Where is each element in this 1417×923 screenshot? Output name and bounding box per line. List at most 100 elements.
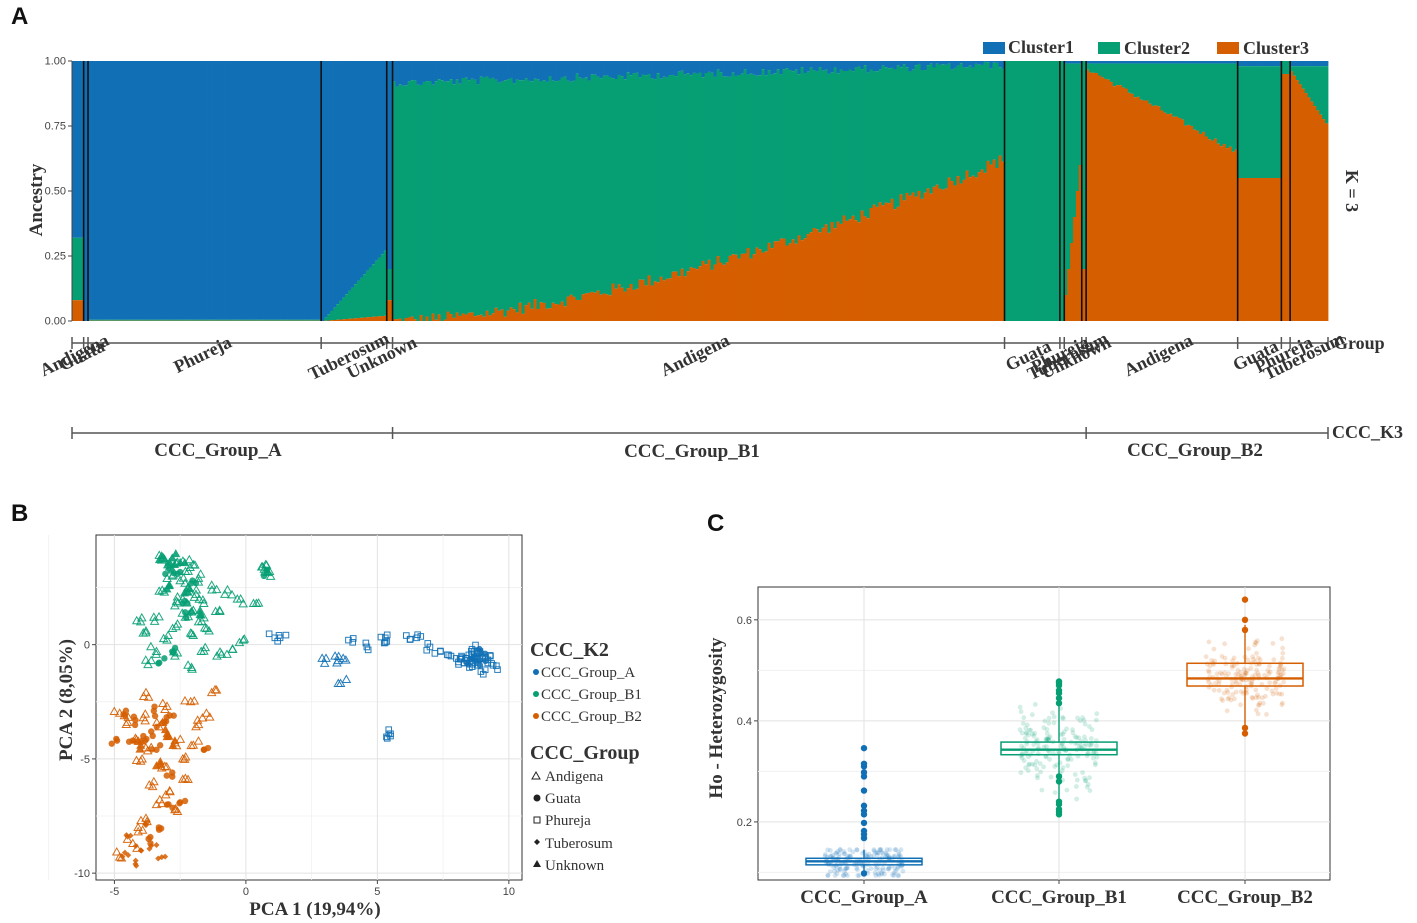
bar-cluster3 <box>887 203 891 321</box>
bar-cluster2 <box>554 81 558 305</box>
bar-cluster1 <box>443 61 447 82</box>
bar-cluster1 <box>947 61 951 64</box>
pca-point-ccc_group_b2-andigena <box>136 815 146 825</box>
bar-cluster3 <box>596 290 600 321</box>
bar-cluster1 <box>321 61 325 321</box>
jitter-point <box>868 866 874 871</box>
bar-cluster3 <box>701 260 705 321</box>
jitter-point <box>1043 754 1049 760</box>
bar-cluster1 <box>572 61 576 81</box>
jitter-point <box>1262 672 1267 678</box>
jitter-point <box>1275 670 1281 676</box>
bar-cluster1 <box>1118 61 1123 64</box>
bar-cluster2 <box>506 79 510 311</box>
pca-point-ccc_group_a-phureja <box>406 636 414 643</box>
bar-cluster2 <box>548 76 552 309</box>
bar-cluster1 <box>1130 61 1135 64</box>
bar-cluster3 <box>1202 131 1206 321</box>
bar-cluster1 <box>803 61 807 74</box>
segment-ccc_group_a-tuberosum <box>321 61 388 321</box>
pca-point-ccc_group_b2-guata <box>125 738 133 745</box>
jitter-point <box>1276 666 1282 672</box>
jitter-point <box>1228 697 1234 703</box>
jitter-point <box>1214 671 1220 677</box>
bar-cluster1 <box>1154 61 1158 64</box>
jitter-point <box>1233 678 1239 684</box>
jitter-point <box>1075 715 1080 721</box>
bar-cluster1 <box>117 61 122 320</box>
bar-cluster3 <box>815 229 819 321</box>
bar-cluster2 <box>1319 66 1323 115</box>
bar-cluster1 <box>1322 61 1326 67</box>
pca-point-ccc_group_b2-andigena <box>177 774 188 783</box>
jitter-point <box>1030 731 1035 737</box>
bar-cluster2 <box>1237 66 1241 178</box>
bar-cluster2 <box>410 80 414 317</box>
jitter-point <box>896 850 901 855</box>
bar-cluster2 <box>77 237 82 301</box>
bar-cluster3 <box>365 317 370 321</box>
jitter-point <box>843 866 849 871</box>
pca-point-ccc_group_b1-andigena <box>204 625 214 635</box>
bar-cluster1 <box>689 61 693 76</box>
bar-cluster1 <box>464 61 468 78</box>
pca-point-ccc_group_a-phureja <box>417 633 425 640</box>
outlier-point <box>860 769 868 776</box>
bar-cluster3 <box>533 299 537 321</box>
bar-cluster1 <box>392 61 396 82</box>
bar-cluster2 <box>386 269 391 301</box>
bar-cluster2 <box>491 77 495 314</box>
bar-cluster1 <box>617 61 621 75</box>
bar-cluster2 <box>464 77 468 315</box>
jitter-point <box>1032 730 1038 736</box>
bar-cluster2 <box>159 319 164 321</box>
bar-cluster1 <box>189 61 194 320</box>
jitter-point <box>838 847 843 853</box>
jitter-point <box>1058 743 1064 749</box>
bar-cluster2 <box>1148 63 1152 104</box>
bar-cluster3 <box>623 291 627 321</box>
pca-point-ccc_group_b1-unknown <box>165 557 175 566</box>
bar-cluster3 <box>333 320 337 321</box>
bar-cluster1 <box>416 61 420 85</box>
bar-cluster3 <box>1237 178 1241 321</box>
bar-cluster2 <box>1019 61 1024 321</box>
legend-cluster2: Cluster2 <box>1124 38 1190 58</box>
bar-cluster1 <box>437 61 441 80</box>
bar-cluster1 <box>395 61 399 87</box>
bar-cluster3 <box>536 308 540 321</box>
bar-cluster2 <box>989 68 993 165</box>
bar-cluster1 <box>608 61 612 77</box>
jitter-point <box>1216 688 1222 693</box>
bar-cluster3 <box>1100 77 1105 322</box>
bar-cluster3 <box>986 160 990 321</box>
bar-cluster2 <box>1172 63 1176 117</box>
bar-cluster2 <box>288 319 292 321</box>
bar-cluster2 <box>225 319 229 321</box>
bar-cluster2 <box>788 70 792 244</box>
bar-cluster3 <box>929 193 933 321</box>
bar-cluster1 <box>659 61 663 79</box>
bar-cluster2 <box>365 270 370 318</box>
pca-point-ccc_group_b2-andigena <box>204 712 215 721</box>
bar-cluster2 <box>662 76 666 281</box>
bar-cluster2 <box>141 319 146 321</box>
bar-cluster2 <box>1013 61 1018 321</box>
bar-cluster2 <box>1041 61 1045 321</box>
bar-cluster3 <box>1260 178 1265 321</box>
bar-cluster1 <box>123 61 128 320</box>
pca-point-ccc_group_a-phureja <box>380 639 388 647</box>
pca-point-ccc_group_b1-andigena <box>186 628 197 638</box>
bar-cluster2 <box>138 319 143 321</box>
bar-cluster1 <box>303 61 307 320</box>
bar-cluster1 <box>815 61 819 72</box>
jitter-point <box>873 850 879 855</box>
jitter-point <box>898 853 904 859</box>
pca-point-ccc_group_a-phureja <box>274 637 281 645</box>
bar-cluster1 <box>1109 61 1114 64</box>
bar-cluster1 <box>1086 61 1090 64</box>
bar-cluster1 <box>446 61 450 82</box>
bar-cluster3 <box>1258 178 1262 321</box>
bar-cluster3 <box>1098 75 1102 321</box>
bar-cluster2 <box>1266 66 1271 178</box>
